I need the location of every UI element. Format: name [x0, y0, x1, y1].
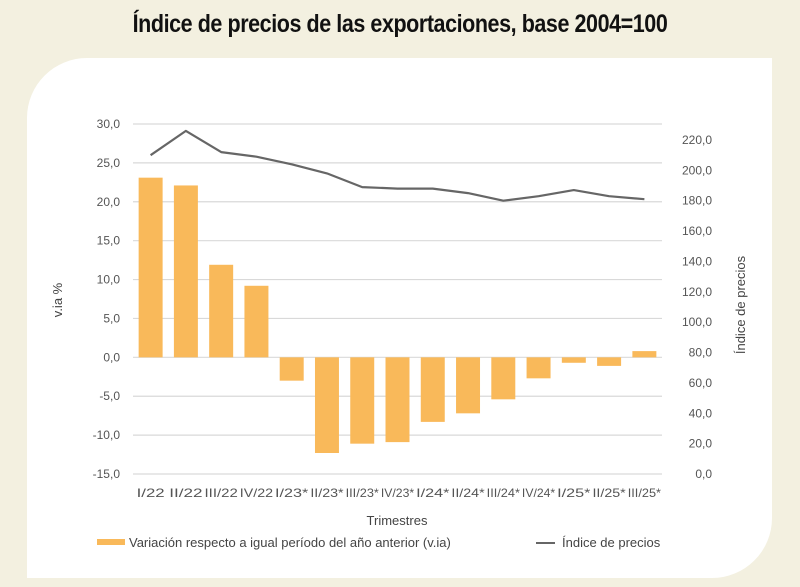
legend-label-line: Índice de precios	[562, 535, 661, 550]
y-tick-label: 5,0	[103, 311, 120, 325]
y2-tick-label: 100,0	[682, 315, 712, 329]
x-tick-label: III/25*	[628, 486, 662, 500]
y2-tick-label: 0,0	[695, 467, 712, 481]
y-tick-label: 20,0	[97, 195, 121, 209]
x-tick-label: II/22	[169, 486, 203, 500]
y-tick-label: -15,0	[93, 467, 121, 481]
price-index-line-group	[149, 129, 645, 202]
price-index-line	[149, 129, 645, 202]
y2-tick-label: 40,0	[689, 406, 713, 420]
y2-tick-label: 20,0	[689, 437, 713, 451]
bar	[561, 357, 586, 363]
y-tick-label: 0,0	[103, 350, 120, 364]
y-axis-right-title: Índice de precios	[733, 255, 748, 354]
bar	[491, 357, 516, 400]
bar	[279, 357, 304, 381]
y-tick-label: -10,0	[93, 428, 121, 442]
bar	[173, 185, 198, 358]
bar	[526, 357, 551, 379]
y-tick-label: 30,0	[97, 117, 121, 131]
y-axis-left-title: v.ia %	[50, 282, 65, 317]
y2-tick-label: 60,0	[689, 376, 713, 390]
bar	[138, 177, 163, 358]
y2-tick-label: 80,0	[689, 346, 713, 360]
page-title: Índice de precios de las exportaciones, …	[132, 10, 668, 38]
bar	[597, 357, 622, 366]
x-tick-label: IV/24*	[522, 486, 556, 500]
x-tick-label: I/22	[137, 486, 165, 500]
x-tick-label: I/24*	[416, 486, 450, 500]
y2-tick-label: 180,0	[682, 194, 712, 208]
x-axis-title: Trimestres	[367, 513, 428, 528]
y-tick-label: 15,0	[97, 234, 121, 248]
bar	[314, 357, 339, 453]
y-tick-label: -5,0	[99, 389, 120, 403]
legend-label-bar: Variación respecto a igual período del a…	[129, 535, 451, 550]
bar	[420, 357, 445, 422]
x-tick-label: II/23*	[310, 486, 344, 500]
bars	[138, 177, 657, 453]
y2-tick-label: 200,0	[682, 163, 712, 177]
y2-tick-label: 220,0	[682, 133, 712, 147]
bar	[209, 264, 234, 358]
x-tick-label: I/23*	[275, 486, 309, 500]
x-axis-ticks: I/22 II/22 III/22 IV/22 I/23* II/23* III/23* IV…	[137, 486, 662, 500]
y-tick-label: 10,0	[97, 273, 121, 287]
bar	[632, 351, 657, 358]
x-tick-label: IV/22	[240, 486, 274, 500]
bar	[350, 357, 375, 444]
legend: Variación respecto a igual período del a…	[97, 535, 661, 550]
y-axis-left-ticks: -15,0 -10,0 -5,0 0,0 5,0 10,0 15,0 20,0 25,0 30,0	[93, 117, 121, 481]
x-tick-label: III/22	[205, 486, 239, 500]
y-tick-label: 25,0	[97, 156, 121, 170]
x-tick-label: IV/23*	[381, 486, 415, 500]
y2-tick-label: 120,0	[682, 285, 712, 299]
y-axis-right-ticks: 0,0 20,0 40,0 60,0 80,0 100,0 120,0 140,0 160,0 1…	[682, 133, 712, 481]
legend-swatch-bar	[97, 539, 125, 545]
bar	[456, 357, 481, 414]
x-tick-label: II/24*	[451, 486, 485, 500]
x-tick-label: I/25*	[557, 486, 591, 500]
bar	[244, 285, 269, 358]
x-tick-label: III/23*	[346, 486, 380, 500]
x-tick-label: II/25*	[592, 486, 626, 500]
y2-tick-label: 160,0	[682, 224, 712, 238]
x-tick-label: III/24*	[487, 486, 521, 500]
bar	[385, 357, 410, 443]
y2-tick-label: 140,0	[682, 254, 712, 268]
